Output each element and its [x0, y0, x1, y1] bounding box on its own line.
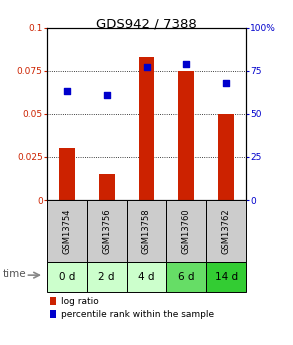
Text: 4 d: 4 d — [138, 272, 155, 282]
Bar — [99, 174, 115, 200]
Text: 0 d: 0 d — [59, 272, 75, 282]
Text: GSM13762: GSM13762 — [222, 208, 231, 254]
Bar — [139, 57, 154, 200]
Text: time: time — [3, 269, 27, 279]
Point — [64, 89, 69, 94]
Text: GSM13758: GSM13758 — [142, 208, 151, 254]
Bar — [218, 114, 234, 200]
Point — [144, 65, 149, 70]
Text: percentile rank within the sample: percentile rank within the sample — [61, 309, 214, 319]
Text: GSM13754: GSM13754 — [62, 208, 71, 254]
Point — [104, 92, 109, 98]
Bar — [59, 148, 75, 200]
Point — [184, 61, 189, 67]
Point — [224, 80, 229, 86]
Bar — [178, 71, 194, 200]
Text: 6 d: 6 d — [178, 272, 195, 282]
Text: 2 d: 2 d — [98, 272, 115, 282]
Text: GSM13756: GSM13756 — [102, 208, 111, 254]
Text: GDS942 / 7388: GDS942 / 7388 — [96, 17, 197, 30]
Text: log ratio: log ratio — [61, 296, 98, 306]
Text: 14 d: 14 d — [215, 272, 238, 282]
Text: GSM13760: GSM13760 — [182, 208, 191, 254]
